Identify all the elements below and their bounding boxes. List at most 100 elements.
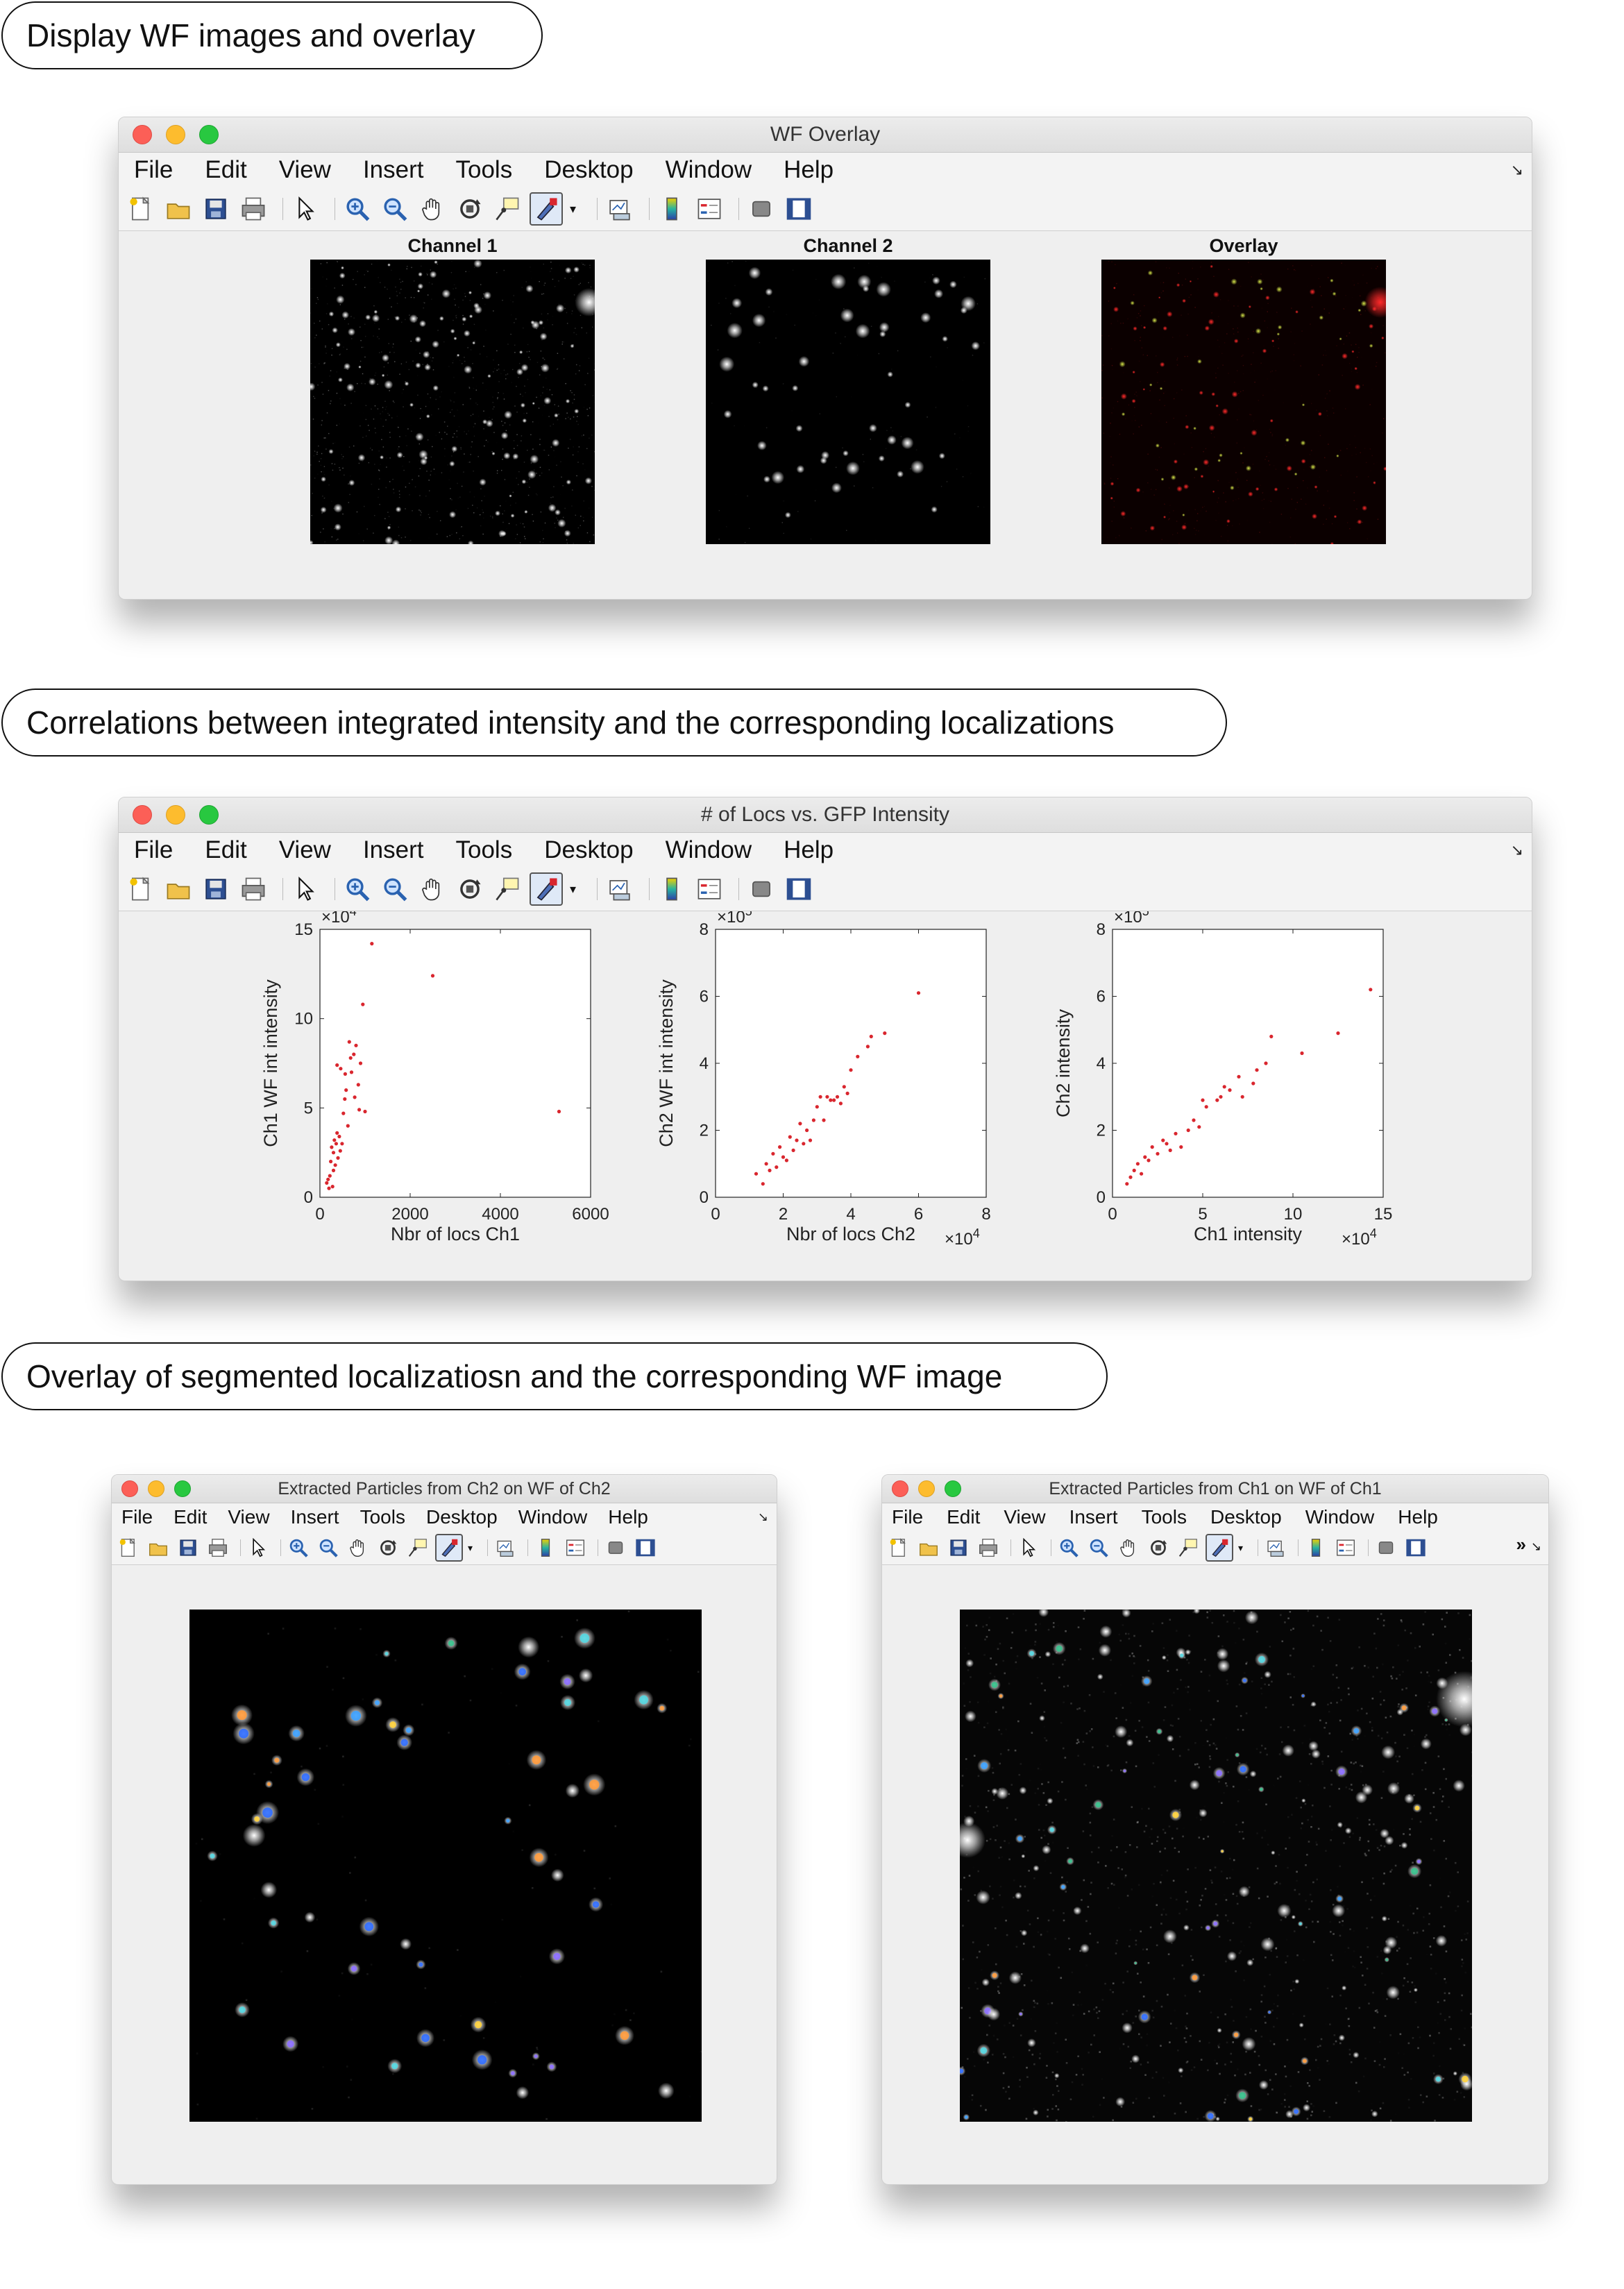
data-point[interactable] — [328, 1174, 332, 1178]
menu-insert[interactable]: Insert — [362, 836, 424, 863]
data-point[interactable] — [348, 1056, 353, 1060]
data-point[interactable] — [1369, 988, 1373, 992]
link-plot-icon[interactable] — [604, 194, 635, 224]
pan-icon[interactable] — [346, 1535, 371, 1560]
data-point[interactable] — [764, 1162, 768, 1166]
data-cursor-icon[interactable] — [492, 874, 523, 904]
zoom-button[interactable] — [945, 1480, 961, 1497]
menu-help[interactable]: Help — [608, 1506, 648, 1528]
data-point[interactable] — [341, 1111, 346, 1115]
hide-plot-tools-icon[interactable] — [746, 874, 777, 904]
data-point[interactable] — [337, 1134, 341, 1139]
zoom-in-icon[interactable] — [342, 194, 373, 224]
data-point[interactable] — [1140, 1172, 1144, 1176]
data-point[interactable] — [1197, 1125, 1201, 1129]
legend-icon[interactable] — [694, 874, 725, 904]
data-point[interactable] — [865, 1045, 870, 1049]
data-point[interactable] — [336, 1156, 340, 1160]
data-point[interactable] — [343, 1072, 347, 1076]
menu-file[interactable]: File — [134, 836, 174, 863]
data-point[interactable] — [331, 1151, 336, 1155]
zoom-in-icon[interactable] — [286, 1535, 311, 1560]
dock-arrow-icon[interactable]: ↘ — [757, 1510, 768, 1524]
show-plot-tools-icon[interactable] — [784, 874, 814, 904]
print-icon[interactable] — [976, 1535, 1001, 1560]
data-point[interactable] — [338, 1149, 342, 1153]
data-point[interactable] — [1150, 1145, 1154, 1149]
menu-help[interactable]: Help — [784, 156, 834, 183]
data-cursor-icon[interactable] — [1176, 1535, 1201, 1560]
open-file-icon[interactable] — [163, 194, 194, 224]
hide-plot-tools-icon[interactable] — [746, 194, 777, 224]
pan-icon[interactable] — [417, 874, 448, 904]
data-cursor-icon[interactable] — [492, 194, 523, 224]
data-point[interactable] — [1125, 1182, 1129, 1186]
data-point[interactable] — [1156, 1151, 1160, 1156]
title-bar[interactable]: Extracted Particles from Ch2 on WF of Ch… — [112, 1475, 777, 1503]
data-point[interactable] — [788, 1135, 792, 1139]
title-bar[interactable]: # of Locs vs. GFP Intensity — [119, 797, 1532, 833]
data-point[interactable] — [781, 1155, 786, 1159]
close-button[interactable] — [133, 805, 152, 825]
data-point[interactable] — [754, 1172, 759, 1176]
data-point[interactable] — [829, 1098, 833, 1102]
legend-icon[interactable] — [694, 194, 725, 224]
hide-plot-tools-icon[interactable] — [1373, 1535, 1398, 1560]
data-point[interactable] — [335, 1063, 339, 1067]
data-point[interactable] — [346, 1124, 350, 1128]
save-icon[interactable] — [201, 874, 231, 904]
show-plot-tools-icon[interactable] — [784, 194, 814, 224]
link-plot-icon[interactable] — [1263, 1535, 1288, 1560]
menu-tools[interactable]: Tools — [455, 156, 513, 183]
data-point[interactable] — [330, 1145, 334, 1149]
data-point[interactable] — [1161, 1138, 1165, 1142]
data-point[interactable] — [818, 1095, 822, 1099]
menu-file[interactable]: File — [892, 1506, 924, 1528]
data-point[interactable] — [354, 1043, 358, 1047]
data-point[interactable] — [1219, 1095, 1223, 1099]
data-point[interactable] — [768, 1168, 772, 1172]
menu-view[interactable]: View — [1004, 1506, 1046, 1528]
data-point[interactable] — [802, 1142, 806, 1146]
data-point[interactable] — [849, 1068, 853, 1072]
data-point[interactable] — [327, 1186, 331, 1190]
data-point[interactable] — [343, 1097, 347, 1101]
menu-help[interactable]: Help — [1398, 1506, 1438, 1528]
data-point[interactable] — [1228, 1088, 1232, 1092]
menu-file[interactable]: File — [134, 156, 174, 183]
new-figure-icon[interactable] — [126, 194, 156, 224]
hide-plot-tools-icon[interactable] — [603, 1535, 628, 1560]
brush-icon[interactable] — [1206, 1534, 1233, 1562]
data-point[interactable] — [856, 1054, 860, 1058]
data-point[interactable] — [1204, 1105, 1208, 1109]
data-point[interactable] — [1168, 1148, 1172, 1152]
print-icon[interactable] — [238, 874, 269, 904]
data-point[interactable] — [332, 1138, 337, 1142]
data-point[interactable] — [347, 1040, 351, 1044]
zoom-out-icon[interactable] — [380, 194, 410, 224]
data-point[interactable] — [326, 1177, 330, 1181]
data-point[interactable] — [1174, 1131, 1178, 1135]
print-icon[interactable] — [205, 1535, 230, 1560]
menu-window[interactable]: Window — [1305, 1506, 1375, 1528]
menu-view[interactable]: View — [278, 156, 331, 183]
data-point[interactable] — [916, 991, 921, 995]
data-point[interactable] — [1222, 1085, 1226, 1089]
link-plot-icon[interactable] — [604, 874, 635, 904]
open-file-icon[interactable] — [146, 1535, 171, 1560]
data-point[interactable] — [1147, 1158, 1151, 1163]
data-point[interactable] — [842, 1085, 846, 1089]
pointer-icon[interactable] — [290, 874, 321, 904]
data-point[interactable] — [1179, 1145, 1183, 1149]
brush-dropdown-icon[interactable]: ▾ — [1238, 1542, 1244, 1553]
dock-arrow-icon[interactable]: ↘ — [1510, 841, 1523, 859]
menu-edit[interactable]: Edit — [174, 1506, 208, 1528]
title-bar[interactable]: Extracted Particles from Ch1 on WF of Ch… — [882, 1475, 1548, 1503]
data-point[interactable] — [791, 1148, 795, 1152]
open-file-icon[interactable] — [163, 874, 194, 904]
data-point[interactable] — [1128, 1175, 1133, 1179]
zoom-in-icon[interactable] — [342, 874, 373, 904]
data-point[interactable] — [775, 1165, 779, 1169]
close-button[interactable] — [133, 125, 152, 144]
legend-icon[interactable] — [1333, 1535, 1358, 1560]
